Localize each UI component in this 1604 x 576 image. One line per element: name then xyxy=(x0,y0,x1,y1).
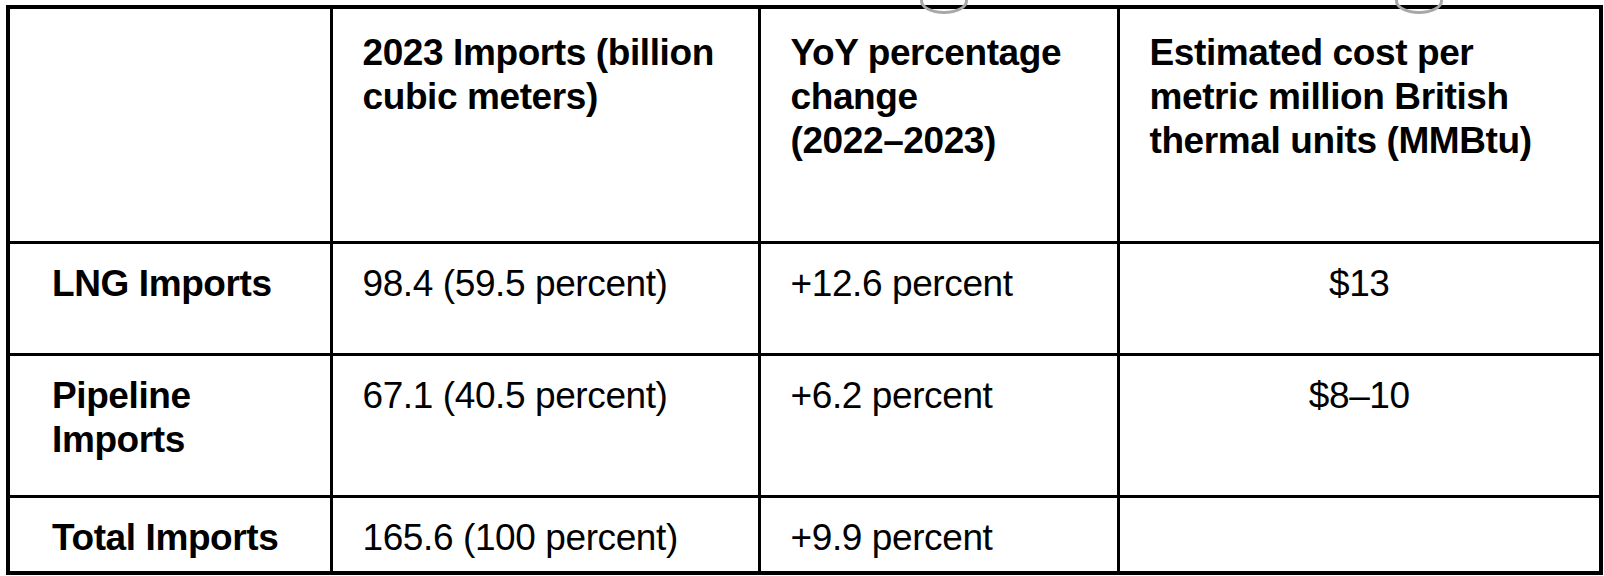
imports-cell: 165.6 (100 percent) xyxy=(331,497,759,573)
energy-imports-table: 2023 Imports (billion cubic meters) YoY … xyxy=(6,5,1603,575)
cost-cell: $13 xyxy=(1118,243,1601,355)
page: { "colors": { "background": "#ffffff", "… xyxy=(0,0,1604,576)
header-row: 2023 Imports (billion cubic meters) YoY … xyxy=(8,7,1601,243)
table-row-lng-imports: LNG Imports 98.4 (59.5 percent) +12.6 pe… xyxy=(8,243,1601,355)
header-cell-2023-imports: 2023 Imports (billion cubic meters) xyxy=(331,7,759,243)
row-label-cell: Total Imports xyxy=(8,497,331,573)
table-row-total-imports: Total Imports 165.6 (100 percent) +9.9 p… xyxy=(8,497,1601,573)
cost-cell xyxy=(1118,497,1601,573)
yoy-cell: +12.6 percent xyxy=(759,243,1118,355)
imports-cell: 98.4 (59.5 percent) xyxy=(331,243,759,355)
header-cell-row-label xyxy=(8,7,331,243)
cost-cell: $8–10 xyxy=(1118,355,1601,497)
yoy-cell: +9.9 percent xyxy=(759,497,1118,573)
row-label-cell: LNG Imports xyxy=(8,243,331,355)
table-row-pipeline-imports: Pipeline Imports 67.1 (40.5 percent) +6.… xyxy=(8,355,1601,497)
header-cell-yoy-change: YoY percentage change (2022–2023) xyxy=(759,7,1118,243)
row-label-cell: Pipeline Imports xyxy=(8,355,331,497)
imports-cell: 67.1 (40.5 percent) xyxy=(331,355,759,497)
header-cell-estimated-cost: Estimated cost per metric million Britis… xyxy=(1118,7,1601,243)
yoy-cell: +6.2 percent xyxy=(759,355,1118,497)
